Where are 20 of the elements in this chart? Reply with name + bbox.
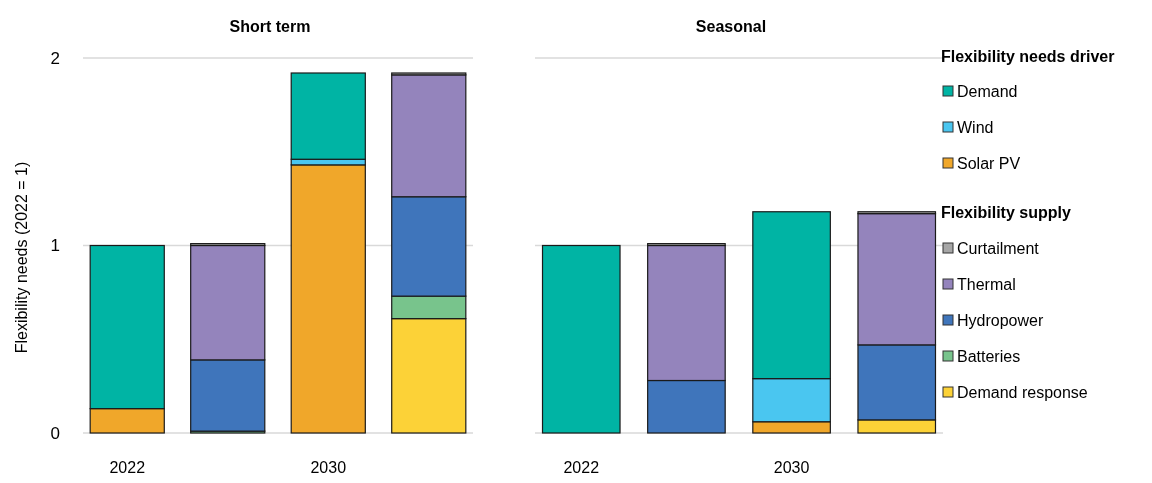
legend-label: Thermal [957, 275, 1016, 293]
legend-label: Demand response [957, 383, 1088, 401]
x-tick-label: 2030 [773, 459, 810, 476]
x-tick-label: 2022 [109, 459, 146, 476]
x-tick-label: 2030 [310, 459, 347, 476]
y-tick-label: 2 [50, 48, 60, 68]
chart-title: Short term [229, 18, 311, 35]
x-tick-label: 2022 [563, 459, 600, 476]
legend-label: Hydropower [957, 311, 1044, 329]
legend-label: Curtailment [957, 239, 1040, 257]
y-tick-label: 0 [50, 423, 60, 443]
chart-title: Seasonal [695, 18, 767, 35]
legend-label: Demand [957, 82, 1018, 100]
legend-label: Batteries [957, 347, 1021, 365]
legend-label: Wind [957, 118, 994, 136]
y-axis-title: Flexibility needs (2022 = 1) [13, 161, 30, 354]
legend-title: Flexibility needs driver [941, 48, 1115, 65]
annotation: Flexibility supply [941, 204, 1071, 221]
y-tick-label: 1 [50, 236, 60, 256]
legend-label: Solar PV [957, 154, 1021, 172]
